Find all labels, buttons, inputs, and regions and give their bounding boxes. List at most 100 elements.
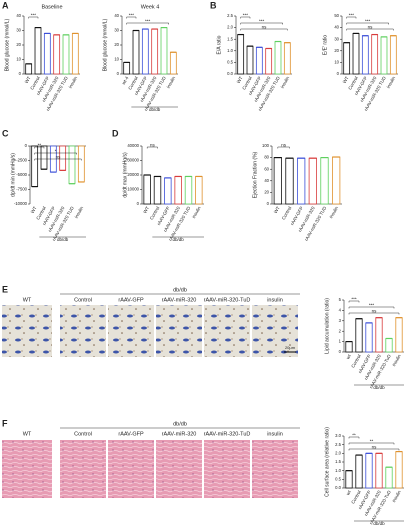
y-tick-label: 10 [16, 57, 21, 62]
bar [77, 145, 85, 183]
significance-bracket [28, 16, 39, 19]
x-tick-label: Control [347, 76, 359, 91]
y-axis-label: Blood glucose (mmol/L) [102, 18, 108, 71]
significance-bracket [348, 436, 360, 439]
significance-label: *** [145, 19, 151, 24]
y-tick-label: 1.0 [335, 468, 341, 473]
significance-bracket [34, 146, 45, 149]
bar [25, 63, 33, 75]
image-label: WT [23, 431, 32, 437]
significance-bracket [346, 28, 394, 31]
significance-label: ns [56, 155, 62, 160]
x-tick-label: insulin [391, 353, 402, 367]
micrograph [156, 440, 202, 498]
bar [169, 51, 177, 75]
x-tick-label: Control [149, 206, 161, 221]
image-label: Control [74, 431, 92, 437]
panel-letter: E [2, 284, 8, 294]
bar [31, 145, 39, 187]
significance-bracket [348, 448, 400, 451]
bar [355, 454, 363, 489]
chart: dp/dt min (mmHg/s) 0 -2500 -5000 -7500 -10000… [10, 143, 86, 242]
y-tick-label: 2.5 [227, 13, 233, 18]
group-label: db/db [57, 237, 69, 242]
x-tick-label: wt [345, 353, 352, 360]
significance-bracket [34, 158, 82, 161]
significance-label: *** [365, 19, 371, 24]
bar [237, 34, 245, 75]
x-tick-label: WT [24, 75, 32, 84]
bar [375, 317, 383, 353]
significance-bracket [240, 28, 288, 31]
y-tick-label: 4 [339, 308, 342, 313]
significance-label: ns [372, 445, 378, 450]
bar [71, 33, 79, 75]
group-label: db/db [149, 107, 161, 112]
significance-bracket [348, 312, 400, 315]
y-tick-label: 5 [339, 297, 342, 302]
y-tick-label: 3.0 [335, 433, 341, 438]
bar [283, 42, 291, 75]
bar [365, 452, 373, 489]
significance-label: ns [262, 25, 268, 30]
bar [389, 35, 397, 75]
y-tick-label: 0.5 [335, 476, 341, 481]
significance-bracket [346, 22, 389, 25]
micrograph [60, 440, 106, 498]
y-tick-label: 0 [339, 349, 342, 354]
bar [352, 33, 360, 75]
micrograph [252, 305, 298, 357]
y-tick-label: 0.5 [227, 60, 233, 65]
y-tick-label: 0 [117, 71, 120, 76]
bar [345, 470, 353, 489]
x-tick-label: Control [127, 76, 139, 91]
y-tick-label: 50 [334, 13, 339, 18]
significance-bracket [348, 300, 360, 303]
bar [141, 28, 149, 75]
micrographs-f: db/db WT Control rAAV-GFP rAAV-miR-320 r… [2, 421, 300, 498]
image-label: rAAV-miR-320-TuD [204, 431, 251, 437]
y-tick-label: 0.0 [335, 485, 341, 490]
group-label: db/db [373, 521, 385, 526]
y-tick-label: 0 [19, 71, 22, 76]
significance-bracket [346, 16, 357, 19]
micrograph [60, 305, 106, 357]
x-tick-label: WT [273, 205, 281, 214]
y-tick-label: 100 [262, 143, 270, 148]
y-tick-label: 40 [16, 13, 21, 18]
panel-letter: A [2, 0, 9, 10]
bar [132, 30, 140, 75]
significance-label: ** [370, 439, 374, 444]
x-tick-label: WT [236, 75, 244, 84]
y-tick-label: 0 [137, 201, 140, 206]
y-tick-label: 40 [114, 13, 119, 18]
significance-label: *** [31, 13, 37, 18]
y-tick-label: 60 [264, 166, 269, 171]
image-label: rAAV-miR-320 [162, 297, 197, 303]
micrograph [2, 440, 52, 498]
y-tick-label: 30 [16, 28, 21, 33]
y-tick-label: 40 [334, 25, 339, 30]
y-tick-label: 0 [25, 143, 28, 148]
bar [345, 341, 353, 353]
significance-label: ** [38, 143, 42, 148]
bar [385, 466, 393, 489]
bar [395, 317, 403, 353]
significance-label: *** [129, 13, 135, 18]
y-tick-label: 10 [114, 57, 119, 62]
y-tick-label: 0 [267, 201, 270, 206]
x-tick-label: insulin [328, 205, 339, 219]
y-tick-label: 2.0 [227, 25, 233, 30]
bar [160, 27, 168, 75]
x-tick-label: insulin [191, 205, 202, 219]
x-tick-label: insulin [74, 205, 85, 219]
chart-title: Week 4 [141, 4, 160, 10]
panel-letters: A B C D E F [2, 0, 217, 428]
significance-bracket [126, 16, 137, 19]
y-tick-label: 2.5 [335, 442, 341, 447]
bar [174, 176, 182, 205]
bar [34, 27, 42, 75]
micrograph [2, 305, 52, 357]
micrographs-e: db/db WT Control rAAV-GFP rAAV-miR-320 r… [2, 287, 300, 357]
group-label: db/db [173, 287, 187, 293]
